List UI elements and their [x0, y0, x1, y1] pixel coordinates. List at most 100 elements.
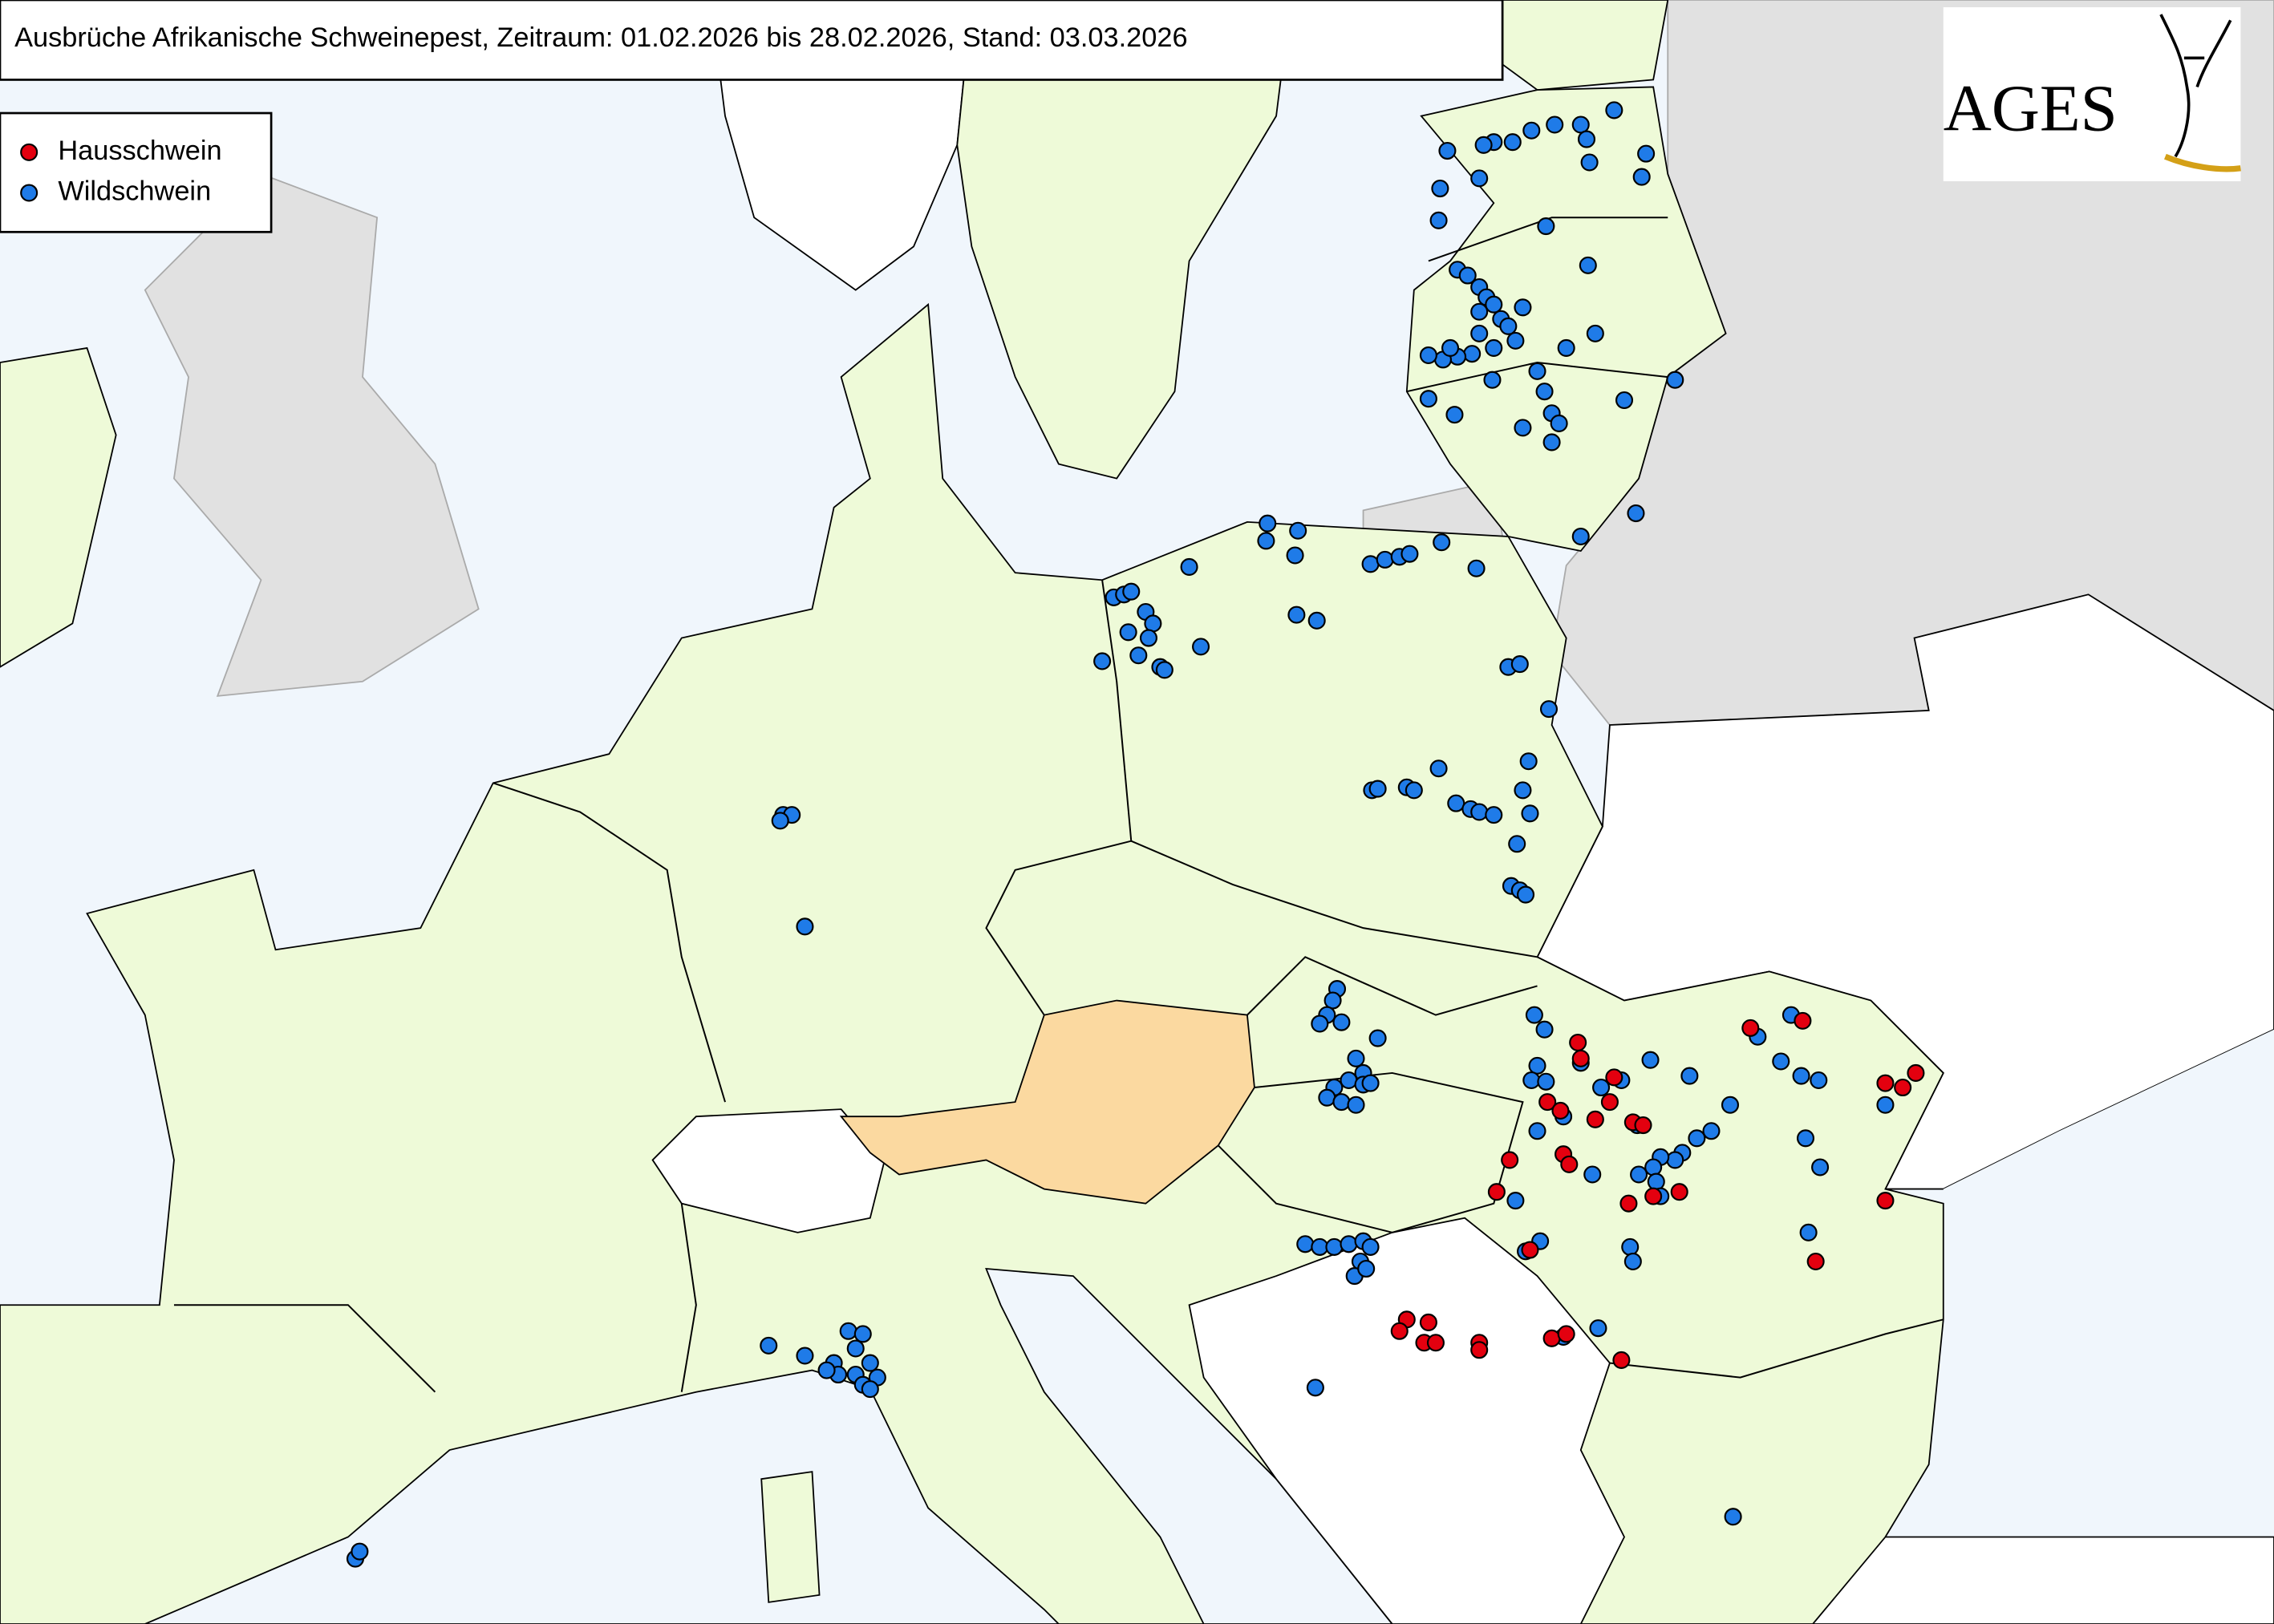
outbreak-marker: [1463, 345, 1482, 363]
outbreak-marker: [1519, 752, 1538, 771]
outbreak-marker: [817, 1361, 836, 1379]
outbreak-marker: [1119, 623, 1137, 642]
outbreak-marker: [1259, 514, 1277, 533]
outbreak-marker: [1517, 885, 1535, 904]
outbreak-marker: [1318, 1088, 1336, 1107]
outbreak-marker: [1470, 324, 1489, 342]
outbreak-marker: [1542, 433, 1561, 452]
title-box: [0, 0, 1504, 81]
outbreak-marker: [1514, 298, 1532, 317]
legend-marker: [20, 184, 39, 202]
outbreak-marker: [1894, 1078, 1912, 1097]
outbreak-marker: [846, 1339, 865, 1358]
land-switzerland: [651, 1108, 886, 1233]
title: Ausbrüche Afrikanische Schweinepest, Zei…: [14, 22, 1188, 53]
outbreak-marker: [1361, 555, 1380, 573]
legend-box: [0, 111, 273, 233]
outbreak-marker: [1569, 1033, 1587, 1052]
land-sardinia: [760, 1471, 821, 1603]
outbreak-marker: [1666, 1151, 1684, 1169]
outbreak-marker: [1419, 346, 1437, 364]
outbreak-marker: [1721, 1095, 1740, 1114]
outbreak-marker: [1438, 142, 1457, 160]
outbreak-marker: [1647, 1172, 1665, 1191]
outbreak-marker: [1514, 419, 1532, 437]
outbreak-marker: [1485, 806, 1503, 824]
outbreak-marker: [839, 1322, 857, 1340]
outbreak-marker: [1296, 1235, 1315, 1253]
outbreak-marker: [1528, 1122, 1546, 1140]
outbreak-marker: [1180, 557, 1198, 576]
land-baltics: [1405, 86, 1727, 553]
outbreak-marker: [1467, 559, 1486, 577]
outbreak-marker: [1522, 1071, 1541, 1090]
outbreak-marker: [1368, 780, 1387, 798]
outbreak-marker: [1537, 1072, 1555, 1091]
outbreak-marker: [1286, 546, 1304, 565]
outbreak-marker: [1433, 533, 1451, 552]
outbreak-marker: [861, 1380, 879, 1399]
border: [1130, 840, 1538, 958]
outbreak-marker: [1470, 302, 1489, 321]
outbreak-marker: [1589, 1319, 1607, 1338]
logo-swoosh: [2164, 153, 2241, 172]
outbreak-marker: [1644, 1187, 1663, 1205]
outbreak-marker: [1641, 1051, 1660, 1069]
outbreak-marker: [1702, 1122, 1721, 1140]
outbreak-marker: [1521, 804, 1539, 823]
outbreak-marker: [1506, 1192, 1525, 1210]
outbreak-marker: [1485, 338, 1503, 357]
outbreak-marker: [1876, 1192, 1895, 1210]
outbreak-marker: [1514, 781, 1532, 800]
border: [680, 1203, 697, 1392]
outbreak-marker: [1307, 611, 1326, 630]
outbreak-marker: [1796, 1129, 1815, 1148]
outbreak-marker: [1605, 101, 1623, 119]
outbreak-marker: [1772, 1052, 1790, 1071]
outbreak-marker: [1579, 256, 1597, 274]
outbreak-marker: [1155, 661, 1173, 679]
land-finland: [1493, 0, 1669, 91]
outbreak-marker: [1129, 646, 1148, 665]
outbreak-marker: [1560, 1155, 1579, 1173]
outbreak-marker: [1311, 1237, 1329, 1256]
outbreak-marker: [1571, 1049, 1590, 1067]
outbreak-marker: [1546, 115, 1564, 134]
outbreak-marker: [351, 1542, 369, 1561]
outbreak-marker: [1630, 1165, 1648, 1184]
outbreak-marker: [1289, 521, 1307, 540]
outbreak-marker: [1644, 1158, 1663, 1176]
outbreak-marker: [1470, 1341, 1489, 1359]
outbreak-marker: [1521, 1241, 1539, 1259]
outbreak-marker: [1551, 1101, 1570, 1120]
outbreak-marker: [1539, 700, 1559, 719]
outbreak-marker: [1426, 1334, 1445, 1352]
outbreak-marker: [1688, 1129, 1706, 1148]
outbreak-marker: [1811, 1158, 1830, 1176]
legend-label: Hausschwein: [58, 136, 221, 166]
land-uk: [144, 172, 480, 697]
outbreak-marker: [1458, 266, 1477, 285]
outbreak-marker: [1376, 550, 1394, 569]
outbreak-marker: [1192, 638, 1210, 656]
land-turkey: [1812, 1536, 2274, 1624]
outbreak-marker: [1405, 781, 1423, 800]
outbreak-marker: [1600, 1093, 1619, 1112]
outbreak-marker: [1799, 1223, 1818, 1241]
outbreak-marker: [796, 1347, 814, 1365]
outbreak-marker: [861, 1354, 879, 1372]
outbreak-marker: [1368, 1029, 1387, 1047]
outbreak-marker: [1429, 211, 1448, 229]
outbreak-marker: [771, 812, 789, 830]
outbreak-marker: [1634, 1116, 1652, 1135]
outbreak-marker: [1810, 1071, 1828, 1090]
outbreak-marker: [1557, 1325, 1575, 1343]
outbreak-marker: [1615, 391, 1634, 410]
land-ireland: [0, 346, 117, 668]
border: [985, 580, 1133, 1016]
outbreak-marker: [1093, 652, 1112, 670]
outbreak-marker: [1577, 130, 1596, 148]
outbreak-marker: [1571, 115, 1590, 134]
outbreak-marker: [1508, 835, 1526, 853]
